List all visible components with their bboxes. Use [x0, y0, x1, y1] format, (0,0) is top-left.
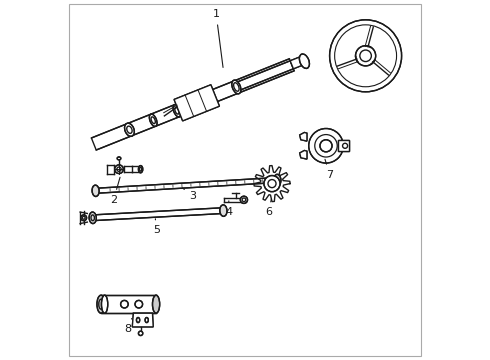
Circle shape	[330, 20, 402, 92]
Text: 3: 3	[182, 188, 196, 201]
Polygon shape	[300, 132, 307, 141]
Polygon shape	[132, 313, 153, 327]
Circle shape	[139, 331, 143, 336]
Ellipse shape	[299, 54, 309, 68]
Polygon shape	[290, 57, 302, 69]
Text: 7: 7	[325, 159, 333, 180]
Polygon shape	[300, 132, 307, 141]
Text: 4: 4	[225, 201, 232, 217]
Polygon shape	[254, 166, 290, 202]
Ellipse shape	[173, 105, 181, 117]
Circle shape	[135, 300, 143, 308]
Circle shape	[356, 46, 376, 66]
Polygon shape	[174, 85, 220, 121]
Circle shape	[115, 165, 123, 174]
Ellipse shape	[139, 166, 143, 173]
Circle shape	[264, 176, 280, 192]
Circle shape	[240, 196, 247, 203]
Ellipse shape	[101, 295, 108, 313]
Ellipse shape	[124, 123, 134, 136]
Ellipse shape	[152, 295, 160, 313]
Ellipse shape	[220, 205, 227, 216]
Circle shape	[81, 215, 87, 221]
Polygon shape	[92, 59, 294, 150]
Polygon shape	[235, 61, 294, 91]
Polygon shape	[338, 140, 349, 151]
Polygon shape	[174, 85, 220, 121]
Polygon shape	[132, 313, 153, 327]
Polygon shape	[300, 150, 307, 159]
Text: 8: 8	[124, 319, 132, 334]
Circle shape	[121, 300, 128, 308]
Polygon shape	[300, 150, 307, 159]
Ellipse shape	[145, 318, 148, 323]
Circle shape	[309, 129, 343, 163]
Polygon shape	[101, 295, 156, 313]
Polygon shape	[290, 57, 302, 69]
Ellipse shape	[232, 80, 241, 94]
Ellipse shape	[274, 174, 281, 186]
Text: 5: 5	[153, 219, 160, 235]
Ellipse shape	[97, 295, 105, 313]
Polygon shape	[338, 140, 349, 151]
Ellipse shape	[92, 185, 99, 197]
Ellipse shape	[136, 318, 140, 323]
Text: 2: 2	[110, 177, 120, 205]
Circle shape	[320, 140, 332, 152]
Text: 6: 6	[265, 199, 272, 217]
Polygon shape	[93, 208, 223, 221]
Polygon shape	[96, 177, 277, 193]
Text: 1: 1	[213, 9, 223, 67]
Ellipse shape	[149, 114, 157, 126]
Ellipse shape	[117, 157, 121, 160]
Ellipse shape	[89, 212, 97, 224]
